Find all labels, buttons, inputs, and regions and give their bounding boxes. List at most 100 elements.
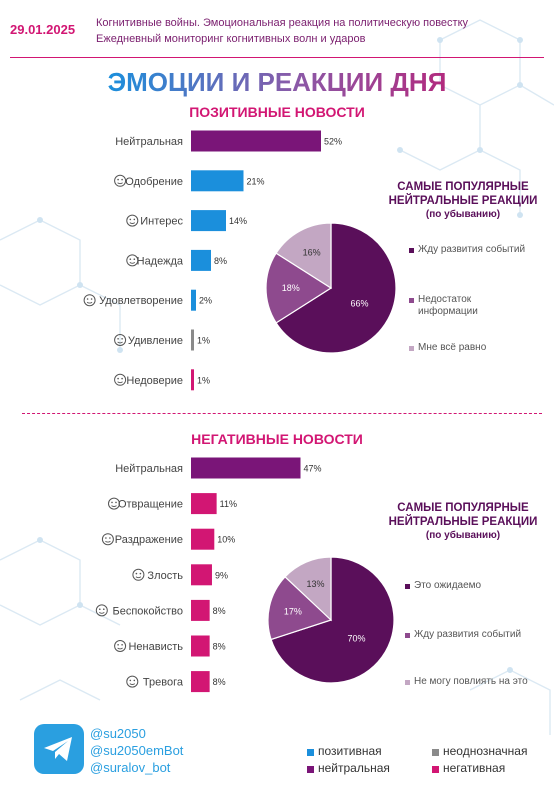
annoyed-icon bbox=[101, 533, 114, 546]
pie-2-legend-swatch-3 bbox=[405, 680, 410, 685]
surprised-icon bbox=[114, 334, 127, 346]
bar-value-label-0-4: 2% bbox=[199, 296, 212, 306]
pie-1-title-line1: САМЫЕ ПОПУЛЯРНЫЕ bbox=[397, 181, 529, 193]
pie-1-slice-1 bbox=[265, 252, 333, 324]
paper-plane-icon bbox=[44, 737, 72, 761]
bar-0-2 bbox=[191, 210, 226, 232]
category-label-0-4: Удовлетворение bbox=[99, 295, 183, 307]
pie-2-legend-1: Это ожидаемо bbox=[414, 580, 482, 591]
legend-label-neutral: нейтральная bbox=[318, 761, 390, 775]
angry-icon-mouth bbox=[135, 576, 142, 579]
category-label-0-6: Недоверие bbox=[126, 375, 183, 387]
worried-icon-eye-left bbox=[99, 608, 101, 610]
bar-0-1 bbox=[191, 170, 244, 192]
category-label-2-4: Беспокойство bbox=[113, 605, 184, 617]
thinking-icon-mouth bbox=[129, 222, 136, 224]
category-label-2-2: Раздражение bbox=[115, 534, 183, 546]
anxious-icon-mouth bbox=[129, 683, 136, 685]
angry-icon-eye-left bbox=[135, 572, 138, 575]
surprised-icon-mouth bbox=[117, 341, 123, 344]
pie-1-legend-swatch-1 bbox=[409, 248, 414, 253]
pie-2-title-line1: САМЫЕ ПОПУЛЯРНЫЕ bbox=[397, 502, 529, 514]
bar-value-label-0-3: 8% bbox=[214, 256, 227, 266]
bar-2-5 bbox=[191, 635, 210, 657]
legend-swatch-ambiguous bbox=[432, 749, 439, 756]
pie-1-title: САМЫЕ ПОПУЛЯРНЫЕ НЕЙТРАЛЬНЫЕ РЕАКЦИИ (по… bbox=[378, 180, 548, 222]
disgust-icon-eye-right bbox=[115, 501, 117, 504]
anxious-icon bbox=[126, 675, 139, 688]
bar-2-2 bbox=[191, 528, 215, 550]
handle-link-1[interactable]: @su2050 bbox=[90, 726, 146, 741]
bar-value-label-0-0: 52% bbox=[324, 137, 342, 147]
bar-2-1 bbox=[191, 493, 217, 515]
legend-label-ambiguous: неоднозначная bbox=[443, 744, 528, 758]
surprised-icon-eye-left bbox=[117, 338, 119, 340]
category-label-0-2: Интерес bbox=[140, 216, 183, 228]
suspicious-icon-eye-right bbox=[121, 377, 123, 380]
legend-label-positive: позитивная bbox=[318, 744, 382, 758]
legend-label-negative: негативная bbox=[443, 761, 506, 775]
bar-0-3 bbox=[191, 249, 211, 271]
hands-icon-mouth bbox=[129, 262, 136, 264]
pie-2-legend-swatch-1 bbox=[405, 584, 410, 589]
hate-icon bbox=[114, 640, 127, 652]
bar-value-label-2-5: 8% bbox=[213, 642, 226, 652]
hate-icon-mouth bbox=[117, 647, 123, 650]
bar-value-label-0-2: 14% bbox=[229, 216, 247, 226]
main-title-graphic: ЭМОЦИИ И РЕАКЦИИ ДНЯ bbox=[108, 67, 447, 97]
content-icon bbox=[83, 294, 96, 307]
category-label-2-0: Нейтральная bbox=[115, 463, 183, 475]
content-icon-eye-right bbox=[90, 298, 93, 300]
bar-value-label-0-6: 1% bbox=[197, 375, 210, 385]
bar-0-4 bbox=[191, 289, 196, 311]
bar-value-label-2-0: 47% bbox=[304, 464, 322, 474]
legend-swatch-positive bbox=[307, 749, 314, 756]
smile-icon-eye-right bbox=[121, 178, 123, 181]
bar-2-0 bbox=[191, 457, 301, 479]
disgust-icon bbox=[108, 497, 120, 510]
section-separator bbox=[22, 413, 542, 414]
disgust-icon-mouth bbox=[111, 505, 117, 507]
category-label-0-1: Одобрение bbox=[125, 176, 183, 188]
smile-icon-eye-left bbox=[117, 178, 119, 181]
pie-1-title-sub: (по убыванию) bbox=[425, 209, 501, 220]
handle-link-2[interactable]: @su2050emBot bbox=[90, 743, 184, 758]
worried-icon-mouth bbox=[99, 612, 105, 614]
bar-value-label-2-3: 9% bbox=[215, 570, 228, 580]
pie-1-title-line2: НЕЙТРАЛЬНЫЕ РЕАКЦИИ bbox=[388, 195, 538, 207]
category-label-0-5: Удивление bbox=[128, 335, 183, 347]
thinking-icon-eye-right bbox=[133, 218, 136, 221]
bar-value-label-2-2: 10% bbox=[217, 535, 235, 545]
pie-2-title: САМЫЕ ПОПУЛЯРНЫЕ НЕЙТРАЛЬНЫЕ РЕАКЦИИ (по… bbox=[378, 501, 548, 543]
bar-0-0 bbox=[191, 130, 321, 152]
surprised-icon-eye-right bbox=[121, 338, 123, 340]
worried-icon bbox=[95, 604, 108, 617]
pie-1-slice-label-1: 18% bbox=[282, 283, 300, 293]
pie-1-legend-3: Мне всё равно bbox=[418, 342, 487, 353]
pie-2-legend-3: Не могу повлиять на это bbox=[414, 676, 528, 687]
suspicious-icon bbox=[114, 373, 127, 386]
angry-icon bbox=[132, 568, 145, 581]
hate-icon-eye-right bbox=[121, 644, 123, 646]
pie-1-slice-2 bbox=[275, 222, 332, 290]
bar-0-6 bbox=[191, 369, 194, 391]
bar-2-3 bbox=[191, 564, 212, 586]
pie-1-slice-label-2: 16% bbox=[303, 248, 321, 258]
pie-3-slice-2 bbox=[284, 556, 332, 622]
pie-3-slice-label-2: 13% bbox=[306, 579, 324, 589]
positive-section-title: ПОЗИТИВНЫЕ НОВОСТИ bbox=[189, 104, 365, 120]
anxious-icon-eye-right bbox=[133, 679, 136, 682]
category-label-2-3: Злость bbox=[147, 570, 183, 582]
handle-link-3[interactable]: @suralov_bot bbox=[90, 760, 171, 775]
bar-value-label-2-6: 8% bbox=[213, 677, 226, 687]
angry-icon-eye-right bbox=[139, 572, 142, 575]
smile-icon-mouth bbox=[117, 182, 123, 185]
pie-1-slice-0 bbox=[275, 222, 397, 354]
worried-icon-eye-right bbox=[103, 608, 105, 610]
bar-0-5 bbox=[191, 329, 194, 351]
pie-1-legend-1: Жду развития событий bbox=[418, 244, 526, 255]
telegram-icon[interactable] bbox=[34, 724, 84, 774]
hands-icon-eye-left bbox=[129, 258, 132, 261]
negative-section-title: НЕГАТИВНЫЕ НОВОСТИ bbox=[191, 431, 363, 447]
